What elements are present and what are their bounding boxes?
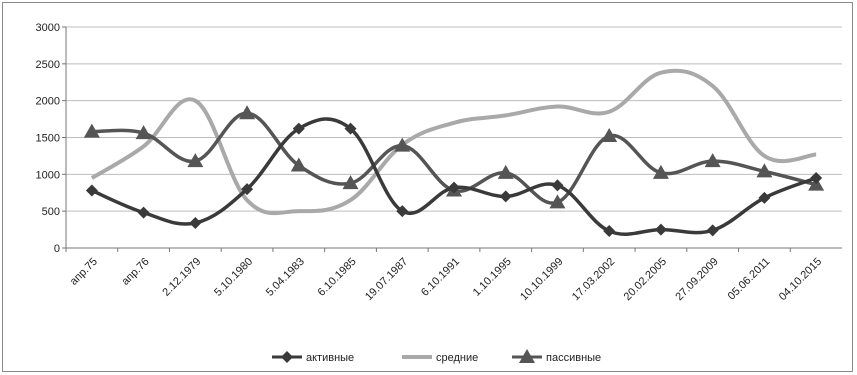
data-point <box>758 191 771 204</box>
data-point <box>497 164 514 179</box>
series-1 <box>90 68 817 216</box>
data-point <box>551 179 564 192</box>
data-point <box>603 225 616 238</box>
data-point <box>292 122 305 135</box>
data-point <box>549 194 566 209</box>
x-tick-label: 05.06.2011 <box>726 256 773 303</box>
data-point <box>342 175 359 190</box>
y-tick-label: 500 <box>42 206 60 218</box>
series-line <box>90 68 817 216</box>
data-point <box>189 216 202 229</box>
x-tick-label: 2.12.1979 <box>160 256 203 299</box>
data-point <box>137 206 150 219</box>
data-point <box>706 224 719 237</box>
data-point <box>239 105 256 120</box>
data-point <box>187 153 204 168</box>
y-tick-labels: 0 500 1000 1500 2000 2500 3000 <box>36 22 60 255</box>
x-tick-label: 1.10.1995 <box>471 256 514 299</box>
x-tick-label: 27.09.2009 <box>673 256 720 303</box>
series-lines <box>83 68 825 238</box>
data-point <box>241 183 254 196</box>
x-tick-label: 19.07.1987 <box>363 256 410 303</box>
legend: активные средние пассивные <box>272 349 601 364</box>
x-tick-label: 20.02.2005 <box>622 256 669 303</box>
legend-marker <box>281 351 293 363</box>
x-tick-label: 04.10.2015 <box>777 256 824 303</box>
data-point <box>499 190 512 203</box>
y-tick-label: 2000 <box>36 96 60 108</box>
data-point <box>344 122 357 135</box>
data-point <box>448 181 460 194</box>
x-tick-label: 5.10.1980 <box>212 256 255 299</box>
legend-label: пассивные <box>546 352 601 364</box>
data-point <box>135 125 152 140</box>
data-point <box>396 205 409 218</box>
y-tick-label: 1000 <box>36 169 60 181</box>
legend-marker <box>519 349 535 363</box>
x-tick-label: 6.10.1985 <box>316 256 359 299</box>
legend-label: активные <box>306 352 354 364</box>
legend-label: средние <box>436 352 478 364</box>
data-point <box>601 128 618 143</box>
data-point <box>654 223 667 236</box>
data-point <box>652 164 669 179</box>
series-0 <box>85 117 823 238</box>
gridlines <box>62 26 842 249</box>
data-point <box>290 157 307 172</box>
x-tick-labels: апр.75 апр.76 2.12.1979 5.10.1980 5.04.1983 6… <box>68 256 824 303</box>
axes <box>65 27 842 252</box>
x-tick-label: 6.10.1991 <box>419 256 462 299</box>
data-point <box>704 153 721 168</box>
data-point <box>83 123 100 138</box>
series-line <box>91 117 817 236</box>
x-tick-label: 5.04.1983 <box>264 256 307 299</box>
data-point <box>85 184 98 197</box>
x-tick-label: апр.75 <box>68 256 100 288</box>
data-point <box>756 163 773 178</box>
data-point <box>810 172 823 185</box>
x-tick-label: апр.76 <box>120 256 152 288</box>
y-tick-label: 2500 <box>36 59 60 71</box>
y-tick-label: 0 <box>54 243 60 255</box>
y-tick-label: 1500 <box>36 133 60 145</box>
x-tick-label: 10.10.1999 <box>518 256 565 303</box>
data-point <box>394 137 411 152</box>
y-tick-label: 3000 <box>36 22 60 34</box>
x-tick-label: 17.03.2002 <box>570 256 617 303</box>
